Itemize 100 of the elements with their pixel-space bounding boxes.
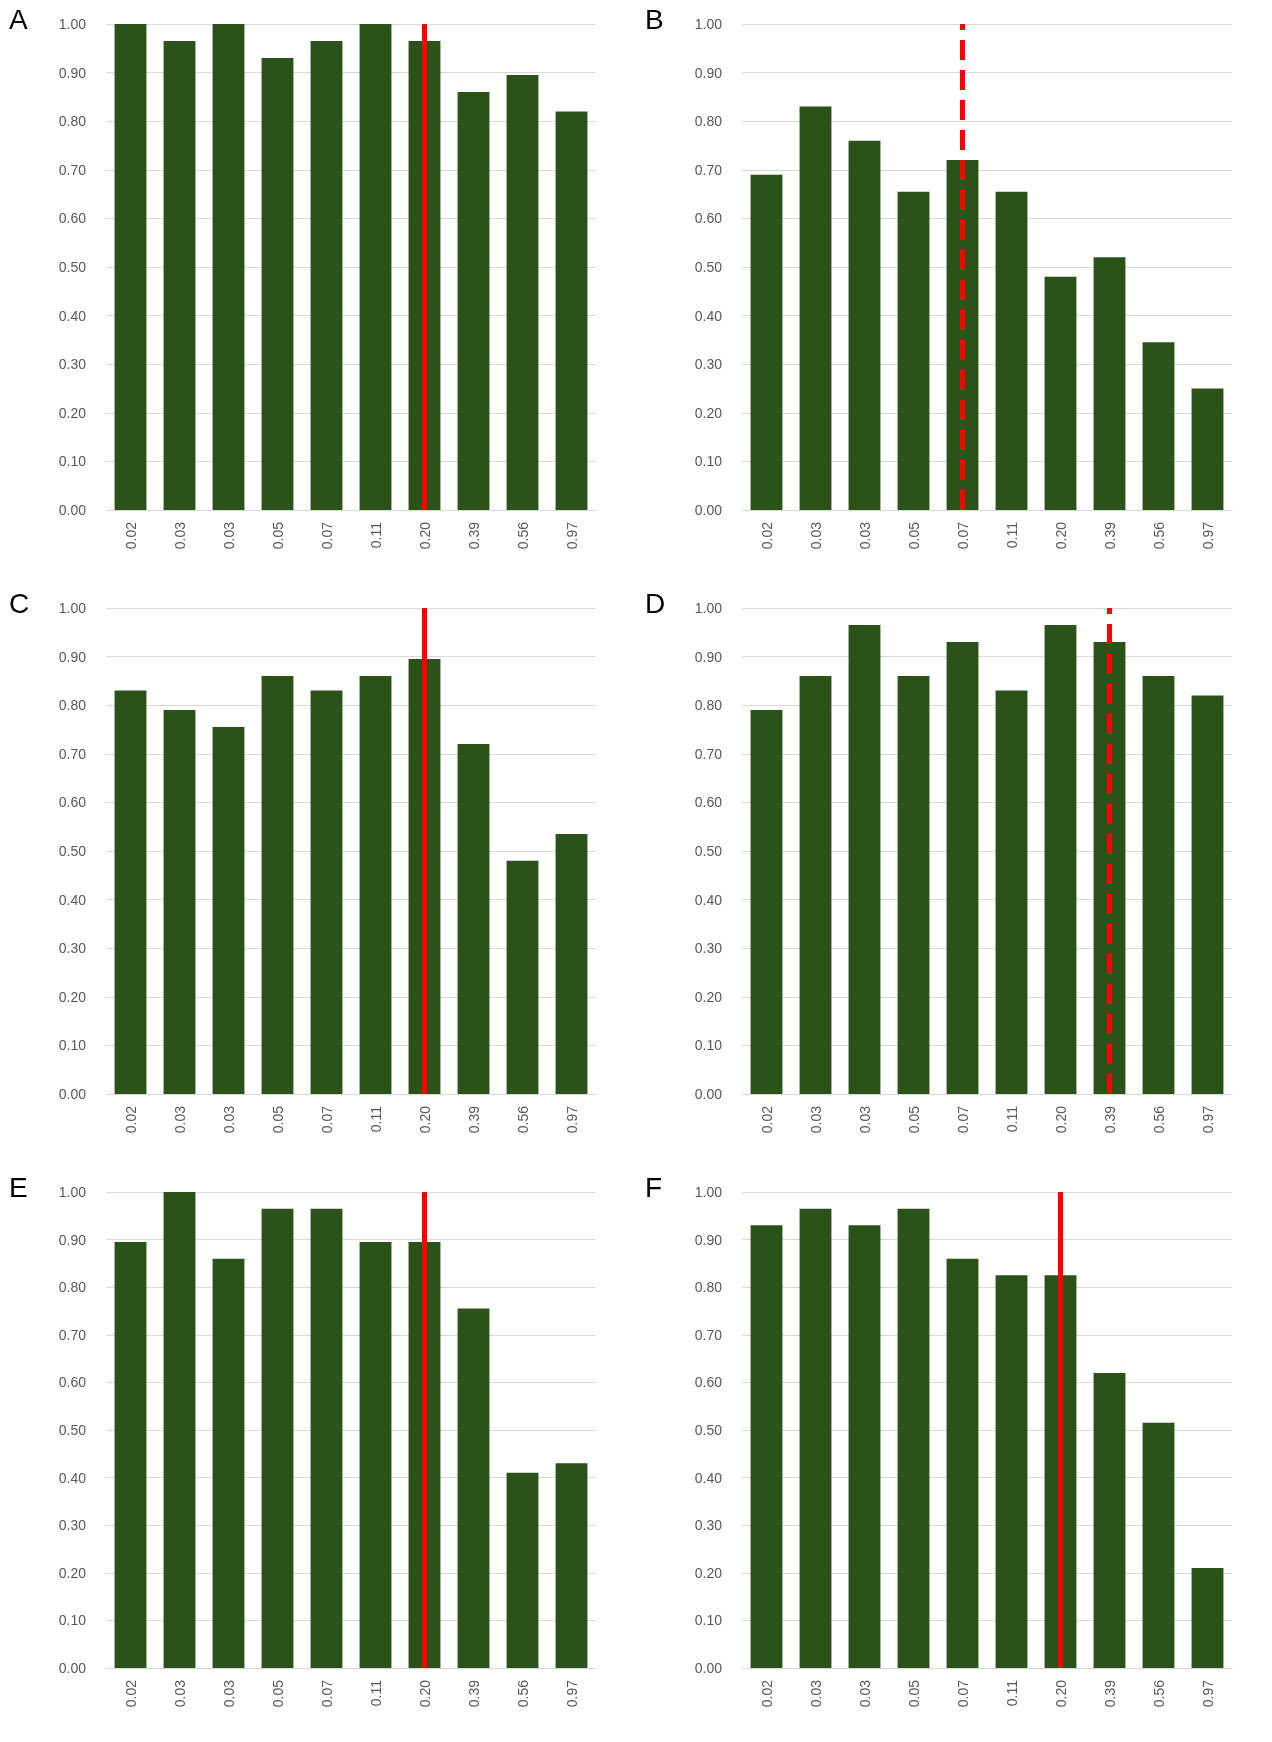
x-tick-label: 0.03	[807, 1679, 824, 1708]
y-tick-label: 0.10	[58, 1037, 87, 1054]
y-tick-label: 0.90	[58, 64, 87, 81]
bar	[946, 1258, 979, 1668]
bar	[848, 625, 881, 1094]
x-tick-label: 0.07	[318, 1105, 335, 1134]
x-tick-label: 0.39	[1101, 521, 1118, 550]
bar	[555, 1463, 588, 1668]
x-tick-label: 0.03	[807, 1105, 824, 1134]
x-tick-label: 0.11	[1003, 1105, 1020, 1133]
bar	[995, 191, 1028, 510]
bar	[359, 24, 392, 510]
y-tick-label: 0.20	[694, 988, 723, 1005]
x-tick-label: 0.07	[954, 1105, 971, 1134]
chart-title: B	[645, 3, 664, 35]
x-tick-label: 0.97	[563, 1679, 580, 1708]
bar	[114, 1241, 147, 1668]
y-tick-label: 0.10	[694, 1037, 723, 1054]
bar	[1142, 676, 1175, 1094]
x-tick-label: 0.05	[269, 521, 286, 550]
bar	[261, 1208, 294, 1668]
x-tick-label: 0.05	[905, 1105, 922, 1134]
bar	[1191, 695, 1224, 1094]
y-tick-label: 0.40	[694, 891, 723, 908]
x-tick-label: 0.02	[122, 1679, 139, 1708]
x-tick-label: 0.56	[1150, 1105, 1167, 1134]
y-tick-label: 1.00	[58, 1184, 87, 1200]
bar	[555, 111, 588, 510]
bar	[506, 860, 539, 1094]
bar	[212, 24, 245, 510]
bar	[212, 1258, 245, 1668]
bar	[212, 727, 245, 1094]
bar	[163, 710, 196, 1094]
x-tick-label: 0.03	[856, 1679, 873, 1708]
x-tick-label: 0.39	[1101, 1679, 1118, 1708]
y-tick-label: 0.50	[694, 259, 723, 275]
x-tick-label: 0.97	[563, 1105, 580, 1134]
y-tick-label: 0.80	[694, 113, 723, 130]
y-tick-label: 0.90	[694, 1231, 723, 1248]
bar	[114, 24, 147, 510]
y-tick-label: 0.10	[694, 1612, 723, 1629]
bar	[457, 1308, 490, 1668]
x-tick-label: 0.07	[954, 521, 971, 550]
y-tick-label: 0.20	[58, 1564, 87, 1581]
y-tick-label: 0.30	[58, 940, 87, 957]
chart-title: E	[9, 1171, 28, 1203]
bar	[848, 140, 881, 510]
y-tick-label: 0.20	[694, 1564, 723, 1581]
x-tick-label: 0.39	[1101, 1105, 1118, 1134]
x-tick-label: 0.11	[367, 1679, 384, 1707]
y-tick-label: 1.00	[58, 600, 87, 616]
x-tick-label: 0.56	[514, 521, 531, 550]
bar	[261, 676, 294, 1094]
y-tick-label: 0.90	[58, 648, 87, 665]
x-tick-label: 0.03	[171, 1105, 188, 1134]
y-tick-label: 0.60	[58, 210, 87, 227]
bar	[506, 1472, 539, 1668]
y-tick-label: 0.30	[694, 1517, 723, 1534]
y-tick-label: 1.00	[58, 16, 87, 32]
bar	[799, 1208, 832, 1668]
x-tick-label: 0.07	[954, 1679, 971, 1708]
y-tick-label: 0.90	[694, 648, 723, 665]
y-tick-label: 0.50	[58, 843, 87, 859]
x-tick-label: 0.39	[465, 521, 482, 550]
x-tick-label: 0.03	[220, 1679, 237, 1708]
y-tick-label: 0.00	[694, 1660, 723, 1676]
y-tick-label: 0.70	[694, 161, 723, 178]
bar	[995, 1275, 1028, 1668]
y-tick-label: 0.80	[58, 697, 87, 714]
y-tick-label: 0.20	[58, 988, 87, 1005]
bar	[1093, 257, 1126, 510]
y-tick-label: 0.30	[694, 940, 723, 957]
x-tick-label: 0.03	[220, 1105, 237, 1134]
x-tick-label: 0.20	[416, 1679, 433, 1708]
x-tick-label: 0.11	[367, 521, 384, 549]
y-tick-label: 0.80	[58, 1279, 87, 1296]
bar	[261, 58, 294, 510]
x-tick-label: 0.56	[514, 1105, 531, 1134]
bar	[1044, 625, 1077, 1094]
x-tick-label: 0.03	[856, 1105, 873, 1134]
y-tick-label: 0.70	[694, 1326, 723, 1343]
x-tick-label: 0.02	[758, 1679, 775, 1708]
y-tick-label: 0.60	[694, 794, 723, 811]
y-tick-label: 0.70	[58, 1326, 87, 1343]
x-tick-label: 0.20	[1052, 1679, 1069, 1708]
x-tick-label: 0.02	[122, 1105, 139, 1134]
x-tick-label: 0.20	[1052, 1105, 1069, 1134]
y-tick-label: 1.00	[694, 600, 723, 616]
bar	[506, 75, 539, 510]
y-tick-label: 0.20	[694, 404, 723, 421]
y-tick-label: 0.10	[58, 1612, 87, 1629]
y-tick-label: 0.70	[58, 161, 87, 178]
y-tick-label: 0.70	[58, 745, 87, 762]
y-tick-label: 0.00	[58, 502, 87, 518]
bar	[750, 174, 783, 510]
y-tick-label: 0.30	[58, 1517, 87, 1534]
x-tick-label: 0.07	[318, 1679, 335, 1708]
y-tick-label: 0.50	[694, 843, 723, 859]
x-tick-label: 0.39	[465, 1105, 482, 1134]
y-tick-label: 0.10	[58, 453, 87, 470]
